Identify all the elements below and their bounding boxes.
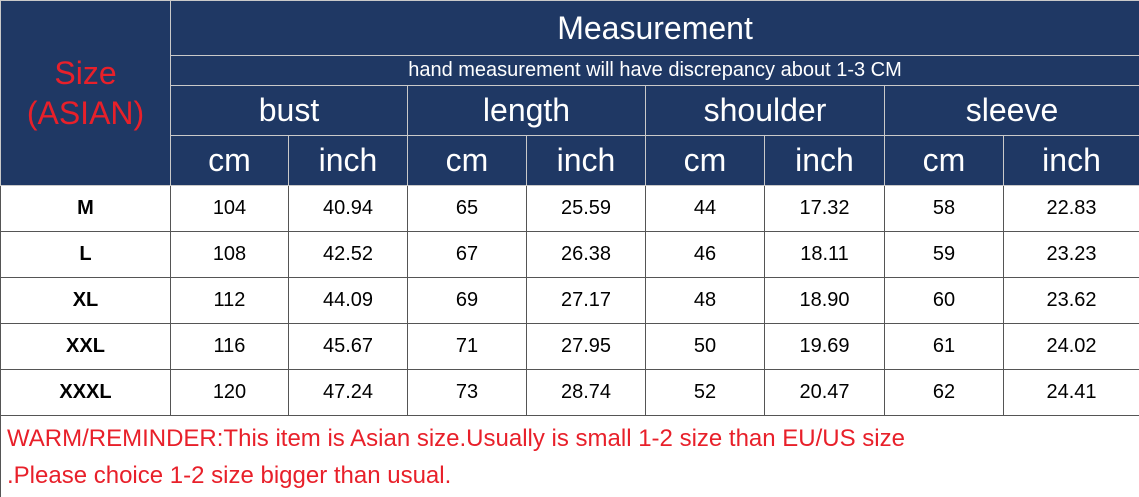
size-cell: L <box>0 231 171 278</box>
value-cell: 69 <box>407 277 527 324</box>
value-cell: 58 <box>884 185 1004 232</box>
warning-row: WARM/REMINDER:This item is Asian size.Us… <box>0 415 1139 497</box>
group-header: sleeve <box>883 85 1139 136</box>
size-cell: XXXL <box>0 369 171 416</box>
value-cell: 20.47 <box>764 369 885 416</box>
value-cell: 27.95 <box>526 323 646 370</box>
unit-header: inch <box>764 135 885 186</box>
size-cell: M <box>0 185 171 232</box>
value-cell: 42.52 <box>288 231 408 278</box>
value-cell: 22.83 <box>1002 185 1139 232</box>
unit-header: inch <box>526 135 646 186</box>
value-cell: 50 <box>645 323 765 370</box>
value-cell: 104 <box>170 185 289 232</box>
group-header: shoulder <box>645 85 885 136</box>
data-row: XXL 116 45.67 71 27.95 50 19.69 61 24.02 <box>0 323 1139 370</box>
warning: WARM/REMINDER:This item is Asian size.Us… <box>0 415 1139 497</box>
value-cell: 108 <box>170 231 289 278</box>
unit-row: cm inch cm inch cm inch cm inch <box>1 135 1139 186</box>
value-cell: 61 <box>884 323 1004 370</box>
note: hand measurement will have discrepancy a… <box>169 55 1139 86</box>
value-cell: 45.67 <box>288 323 408 370</box>
title-row: Size (ASIAN) Measurement <box>0 0 1139 186</box>
size-cell: XL <box>0 277 171 324</box>
value-cell: 26.38 <box>526 231 646 278</box>
value-cell: 27.17 <box>526 277 646 324</box>
value-cell: 23.62 <box>1002 277 1139 324</box>
value-cell: 24.41 <box>1002 369 1139 416</box>
value-cell: 73 <box>407 369 527 416</box>
value-cell: 46 <box>645 231 765 278</box>
value-cell: 67 <box>407 231 527 278</box>
note-row: hand measurement will have discrepancy a… <box>1 55 1139 86</box>
unit-header: cm <box>407 135 527 186</box>
value-cell: 112 <box>170 277 289 324</box>
size-header: Size (ASIAN) <box>0 0 171 186</box>
value-cell: 116 <box>170 323 289 370</box>
value-cell: 25.59 <box>526 185 646 232</box>
warning-line: .Please choice 1-2 size bigger than usua… <box>7 461 452 489</box>
value-cell: 24.02 <box>1002 323 1139 370</box>
value-cell: 65 <box>407 185 527 232</box>
value-cell: 60 <box>884 277 1004 324</box>
value-cell: 59 <box>884 231 1004 278</box>
value-cell: 120 <box>170 369 289 416</box>
value-cell: 19.69 <box>764 323 885 370</box>
data-row: M 104 40.94 65 25.59 44 17.32 58 22.83 <box>0 185 1139 232</box>
value-cell: 23.23 <box>1002 231 1139 278</box>
value-cell: 52 <box>645 369 765 416</box>
value-cell: 40.94 <box>288 185 408 232</box>
size-label: Size <box>54 55 117 91</box>
unit-header: inch <box>288 135 408 186</box>
group-header: bust <box>170 85 408 136</box>
value-cell: 71 <box>407 323 527 370</box>
size-label: (ASIAN) <box>26 95 145 131</box>
title: Measurement <box>169 0 1139 56</box>
value-cell: 48 <box>645 277 765 324</box>
value-cell: 62 <box>884 369 1004 416</box>
value-cell: 17.32 <box>764 185 885 232</box>
unit-header: cm <box>645 135 765 186</box>
size-cell: XXL <box>0 323 171 370</box>
value-cell: 18.90 <box>764 277 885 324</box>
value-cell: 28.74 <box>526 369 646 416</box>
unit-header: cm <box>170 135 289 186</box>
unit-header: cm <box>884 135 1004 186</box>
value-cell: 18.11 <box>764 231 885 278</box>
unit-header: inch <box>1002 135 1139 186</box>
warning-line: WARM/REMINDER:This item is Asian size.Us… <box>7 424 905 452</box>
data-row: L 108 42.52 67 26.38 46 18.11 59 23.23 <box>0 231 1139 278</box>
data-row: XXXL 120 47.24 73 28.74 52 20.47 62 24.41 <box>0 369 1139 416</box>
value-cell: 47.24 <box>288 369 408 416</box>
group-row: bust length shoulder sleeve <box>1 85 1139 136</box>
value-cell: 44.09 <box>288 277 408 324</box>
data-row: XL 112 44.09 69 27.17 48 18.90 60 23.62 <box>0 277 1139 324</box>
group-header: length <box>407 85 646 136</box>
value-cell: 44 <box>645 185 765 232</box>
